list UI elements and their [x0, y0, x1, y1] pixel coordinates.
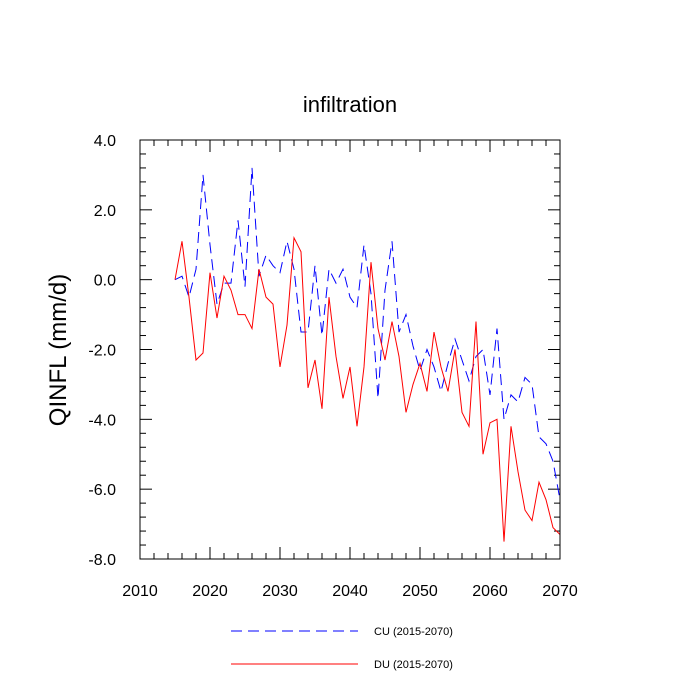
- x-tick-label: 2060: [472, 583, 508, 600]
- y-tick-label: -2.0: [88, 343, 116, 360]
- tick-labels: 2010 2020 2030 2040 2050 2060 2070 -8.0 -6.0 -4.0…: [88, 133, 577, 600]
- legend-label-cu: CU (2015-2070): [374, 626, 453, 638]
- plot-frame: [139, 139, 561, 560]
- series-line-cu: [174, 167, 561, 500]
- x-tick-label: 2070: [542, 583, 578, 600]
- y-tick-label: 0.0: [94, 273, 116, 290]
- x-tick-label: 2050: [402, 583, 438, 600]
- y-tick-label: 4.0: [94, 133, 116, 150]
- y-tick-label: -4.0: [88, 412, 116, 429]
- y-axis-title: QINFL (mm/d): [45, 274, 72, 426]
- legend: CU (2015-2070) DU (2015-2070): [231, 626, 453, 671]
- axis-ticks: [139, 139, 561, 560]
- x-tick-label: 2020: [192, 583, 228, 600]
- series-layer: [174, 167, 561, 542]
- series-line-du: [174, 235, 561, 542]
- y-tick-label: 2.0: [94, 203, 116, 220]
- chart-title: infiltration: [303, 92, 397, 117]
- y-tick-label: -6.0: [88, 482, 116, 499]
- legend-label-du: DU (2015-2070): [374, 659, 453, 671]
- y-tick-label: -8.0: [88, 552, 116, 569]
- x-tick-label: 2040: [332, 583, 368, 600]
- x-tick-label: 2010: [122, 583, 158, 600]
- x-tick-label: 2030: [262, 583, 298, 600]
